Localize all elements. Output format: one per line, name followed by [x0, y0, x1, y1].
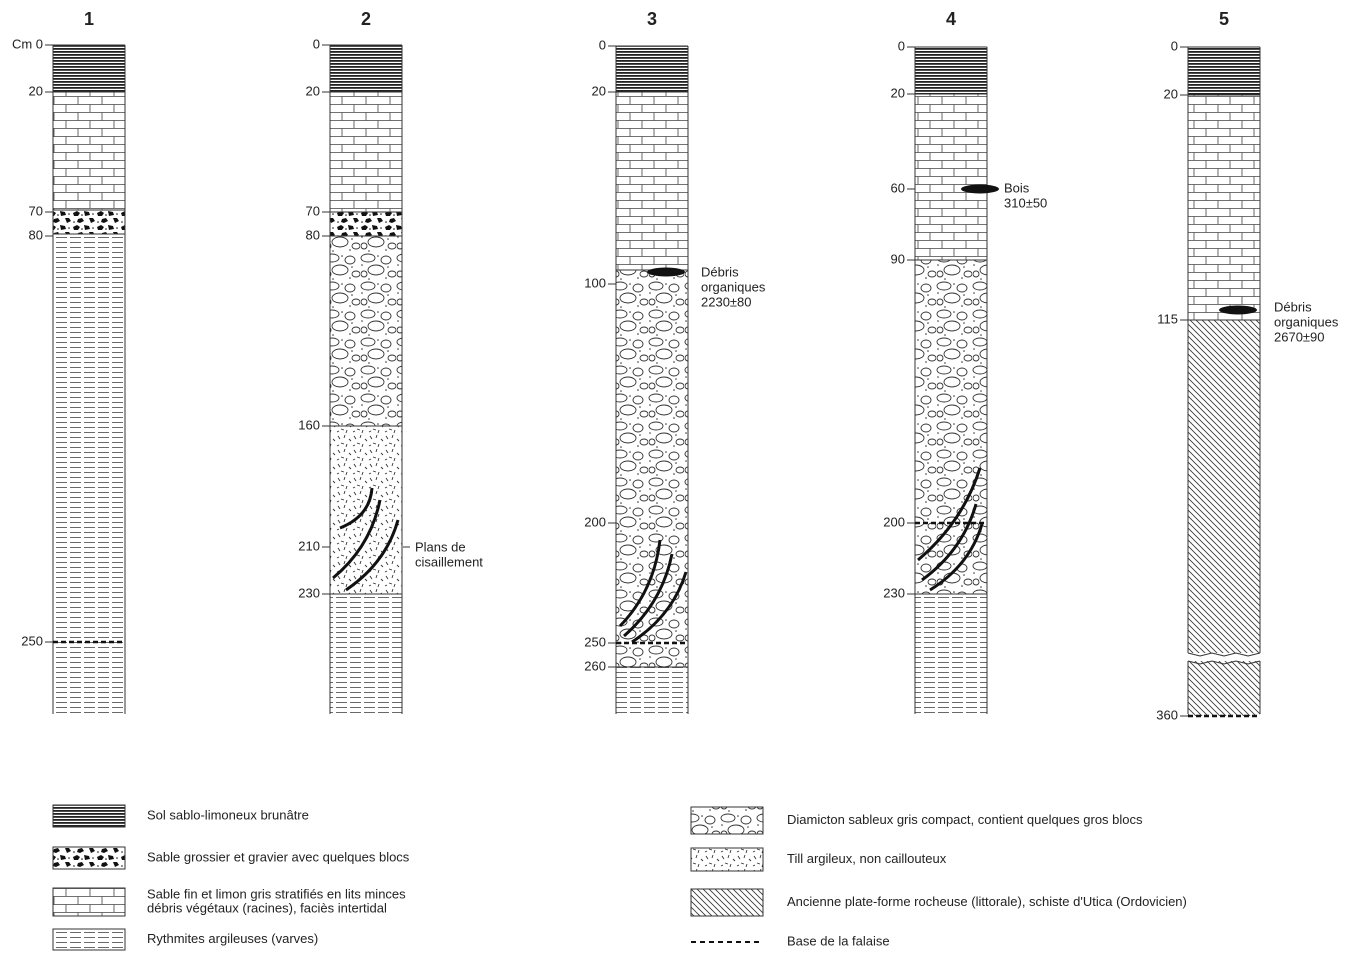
legend-swatch: [691, 848, 763, 871]
layer-soil: [915, 47, 987, 94]
annotation: organiques: [701, 279, 766, 294]
layer-diam: [616, 270, 688, 667]
columns: 1Cm 020708025020207080160210230302010020…: [12, 9, 1339, 723]
column-number: 4: [946, 9, 956, 29]
organic-debris: [961, 185, 999, 194]
strat-column: 4 0 20 60 90 200 230: [883, 9, 999, 714]
legend-swatch: [53, 929, 125, 950]
depth-label: 210: [298, 538, 320, 553]
depth-label: 20: [891, 85, 905, 100]
legend-label: Sable fin et limon gris stratifiés en li…: [147, 886, 406, 901]
annotation: cisaillement: [415, 554, 483, 569]
depth-label: 260: [584, 658, 606, 673]
layer-sandsilt: [53, 92, 125, 210]
layer-rhythm: [915, 594, 987, 714]
depth-label: 20: [1164, 86, 1178, 101]
depth-label: 90: [891, 251, 905, 266]
annotation: Débris: [701, 264, 739, 279]
annotation: 310±50: [1004, 195, 1047, 210]
layer-rhythm: [616, 667, 688, 714]
legend-swatch: [53, 847, 125, 869]
legend-swatch: [691, 889, 763, 916]
column-number: 2: [361, 9, 371, 29]
layer-gravel: [330, 212, 402, 236]
legend-swatch: [53, 888, 125, 916]
depth-label: Cm 0: [12, 36, 43, 51]
break-gap: [1187, 653, 1261, 661]
depth-label: 100: [584, 275, 606, 290]
depth-label: 0: [898, 38, 905, 53]
depth-label: 80: [29, 227, 43, 242]
depth-label: 20: [306, 83, 320, 98]
depth-label: 115: [1157, 311, 1178, 326]
legend-label: Till argileux, non caillouteux: [787, 851, 947, 866]
annotation: 2230±80: [701, 294, 752, 309]
layer-soil: [330, 45, 402, 92]
depth-label: 0: [313, 36, 320, 51]
legend-label: Diamicton sableux gris compact, contient…: [787, 812, 1143, 827]
annotation: Débris: [1274, 299, 1312, 314]
layer-sandsilt: [330, 92, 402, 212]
legend-label: Sol sablo-limoneux brunâtre: [147, 807, 309, 822]
depth-label: 80: [306, 227, 320, 242]
depth-label: 230: [298, 585, 320, 600]
layer-diam: [915, 260, 987, 594]
legend-swatch: [691, 807, 763, 834]
depth-label: 20: [592, 83, 606, 98]
annotation: organiques: [1274, 314, 1339, 329]
depth-label: 70: [29, 203, 43, 218]
layer-soil: [1188, 47, 1260, 95]
layer-sandsilt: [1188, 95, 1260, 320]
depth-label: 230: [883, 585, 905, 600]
depth-label: 160: [298, 417, 320, 432]
depth-label: 360: [1156, 707, 1178, 722]
annotation: 2670±90: [1274, 329, 1325, 344]
depth-label: 70: [306, 203, 320, 218]
depth-label: 200: [883, 514, 905, 529]
depth-label: 0: [599, 37, 606, 52]
layer-soil: [616, 46, 688, 92]
organic-debris: [1219, 306, 1257, 315]
legend-label: Base de la falaise: [787, 933, 890, 948]
strat-column: 5 0 20 115 360: [1156, 9, 1261, 723]
layer-diam: [330, 236, 402, 426]
stratigraphy-diagram: 1Cm 020708025020207080160210230302010020…: [0, 0, 1359, 956]
layer-gravel: [53, 210, 125, 234]
legend-label: débris végétaux (racines), faciès intert…: [147, 900, 387, 915]
depth-label: 200: [584, 514, 606, 529]
depth-label: 250: [21, 633, 43, 648]
legend: Sol sablo-limoneux brunâtre Sable grossie…: [53, 805, 1187, 950]
organic-debris: [647, 268, 685, 277]
strat-column: 3 0 20 100 200 250 260: [584, 9, 688, 714]
strat-column: 1 Cm 0 20 70 80 250: [12, 9, 125, 714]
strat-column: 20207080160210230: [298, 9, 402, 714]
column-number: 5: [1219, 9, 1229, 29]
annotation: Plans de: [415, 539, 466, 554]
depth-label: 20: [29, 83, 43, 98]
legend-swatch: [53, 805, 125, 827]
layer-sandsilt: [616, 92, 688, 270]
depth-label: 60: [891, 180, 905, 195]
column-number: 3: [647, 9, 657, 29]
layer-soil: [53, 45, 125, 92]
layer-rhythm: [330, 594, 402, 714]
legend-label: Ancienne plate-forme rocheuse (littorale…: [787, 894, 1187, 909]
depth-label: 250: [584, 634, 606, 649]
annotation: Bois: [1004, 180, 1030, 195]
legend-label: Sable grossier et gravier avec quelques …: [147, 849, 410, 864]
column-number: 1: [84, 9, 94, 29]
legend-label: Rythmites argileuses (varves): [147, 931, 318, 946]
layer-sandsilt: [915, 94, 987, 260]
depth-label: 0: [1171, 38, 1178, 53]
